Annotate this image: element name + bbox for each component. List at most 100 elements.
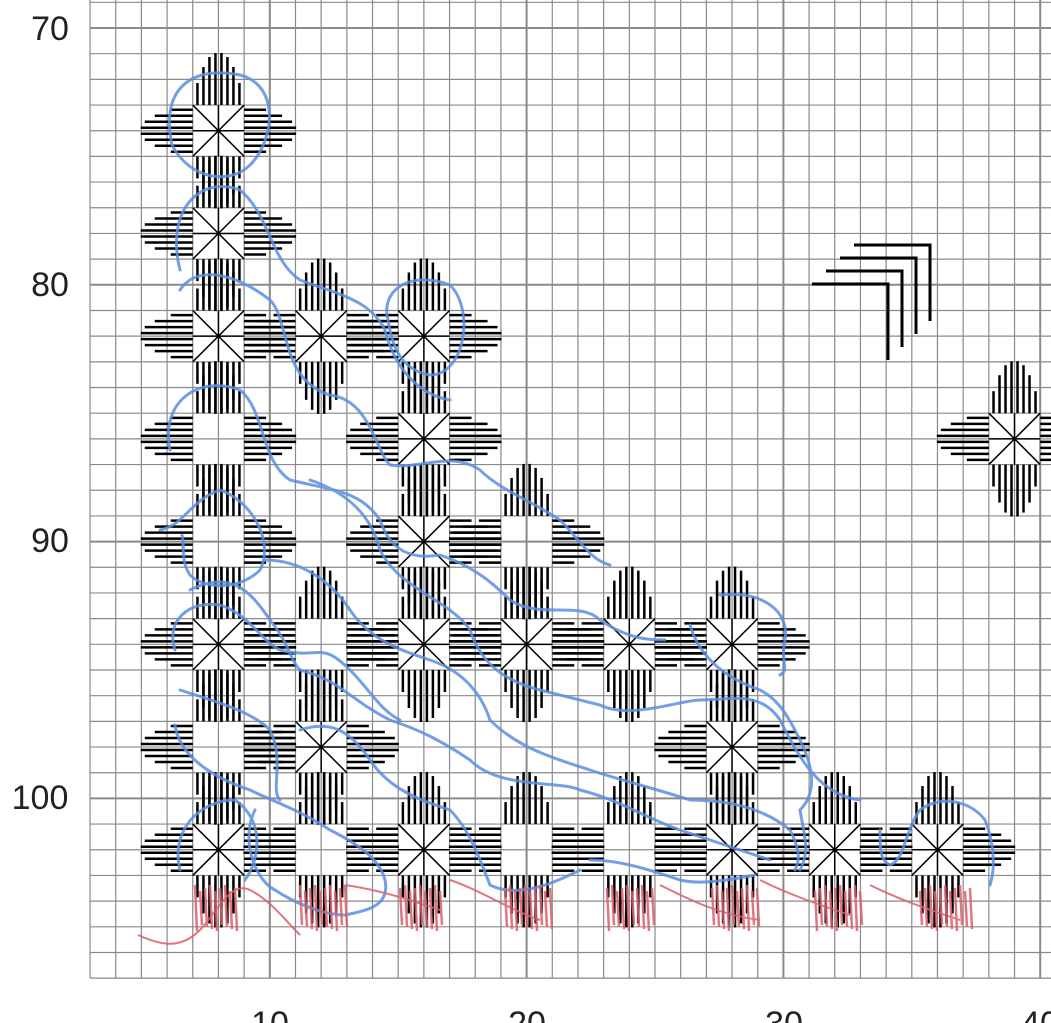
chevron-line (812, 282, 890, 360)
red-hatch (968, 887, 974, 930)
red-hatch (938, 887, 944, 926)
red-hatch (838, 884, 844, 926)
motif (936, 361, 1051, 517)
thread-path (174, 185, 452, 402)
left-label: 70 (31, 10, 69, 48)
red-hatch (813, 890, 819, 932)
chevron-line (854, 243, 932, 321)
chevron-line (840, 256, 918, 334)
thread-path (167, 384, 667, 642)
red-hatch (823, 884, 829, 928)
red-hatch (645, 890, 651, 932)
red-hatch (528, 890, 534, 930)
red-hatch (828, 890, 834, 930)
red-hatch (513, 890, 519, 932)
red-hatch (625, 884, 631, 932)
red-hatch (963, 890, 969, 928)
red-hatch (508, 884, 514, 930)
red-hatch (203, 887, 209, 928)
red-hatch (818, 887, 824, 926)
red-hatch (423, 890, 429, 928)
red-hatch (605, 887, 611, 932)
red-hatch (958, 884, 964, 926)
red-hatch (715, 884, 721, 928)
red-hatch (323, 887, 329, 928)
red-hatch (403, 884, 409, 928)
red-hatch (833, 887, 839, 932)
motif (243, 258, 399, 414)
red-hatch (213, 890, 219, 932)
red-hatch (755, 887, 761, 928)
red-hatch (538, 884, 544, 926)
red-hatch (725, 887, 731, 932)
red-hatch (923, 887, 929, 928)
red-hatch (953, 887, 959, 932)
bottom-label: 30 (765, 1005, 803, 1023)
red-hatch (523, 884, 529, 928)
stitch-motifs (140, 53, 1051, 928)
red-hatch (518, 887, 524, 926)
red-hatch (543, 890, 549, 928)
red-hatch (503, 887, 509, 928)
left-label: 100 (12, 779, 69, 817)
red-hatch (710, 887, 716, 926)
red-hatch (433, 884, 439, 932)
red-hatch (843, 890, 849, 928)
red-hatch (918, 890, 924, 926)
thread-path (298, 724, 582, 892)
red-hatch (413, 887, 419, 932)
thread-path (178, 273, 612, 567)
red-hatch (740, 887, 746, 930)
grid (89, 0, 1051, 979)
red-hatch (635, 887, 641, 928)
red-hatch (640, 884, 646, 930)
thread-path (171, 602, 402, 722)
thread-loop (385, 278, 466, 377)
red-hatch (218, 887, 224, 926)
red-hatching (137, 879, 974, 945)
thread-loop (158, 488, 266, 588)
red-hatch (408, 890, 414, 930)
red-hatch (398, 887, 404, 926)
red-hatch (933, 890, 939, 932)
red-hatch (328, 884, 334, 930)
left-label: 80 (31, 266, 69, 304)
red-hatch (735, 890, 741, 928)
red-hatch (303, 890, 309, 928)
thread-loop (167, 71, 271, 179)
red-hatch (928, 884, 934, 930)
red-hatch (333, 890, 339, 932)
red-hatch (308, 887, 314, 930)
red-hatch (745, 884, 751, 932)
red-hatch (223, 884, 229, 928)
thread-loop (176, 798, 259, 882)
red-hatch (533, 887, 539, 932)
red-hatch (620, 887, 626, 930)
red-hatch (548, 887, 554, 930)
thread-path (178, 688, 282, 802)
thread-path (588, 858, 757, 884)
red-hatch (193, 884, 199, 932)
red-hatch (208, 884, 214, 930)
left-label: 90 (31, 522, 69, 560)
thread-path (173, 723, 388, 917)
red-stroke (137, 887, 301, 945)
thread-loop (878, 799, 995, 887)
red-hatch (948, 890, 954, 930)
red-hatch (630, 890, 636, 926)
red-hatch (438, 890, 444, 926)
chevron (812, 243, 932, 360)
red-hatch (428, 887, 434, 930)
thread-path (263, 558, 800, 872)
bottom-label: 20 (508, 1005, 546, 1023)
red-hatch (615, 890, 621, 928)
thread-path (188, 580, 772, 862)
red-hatch (943, 884, 949, 928)
thread-path (718, 592, 788, 677)
red-hatch (750, 890, 756, 926)
red-hatch (848, 887, 854, 930)
red-hatch (730, 884, 736, 926)
red-hatch (418, 884, 424, 926)
red-hatch (720, 890, 726, 930)
